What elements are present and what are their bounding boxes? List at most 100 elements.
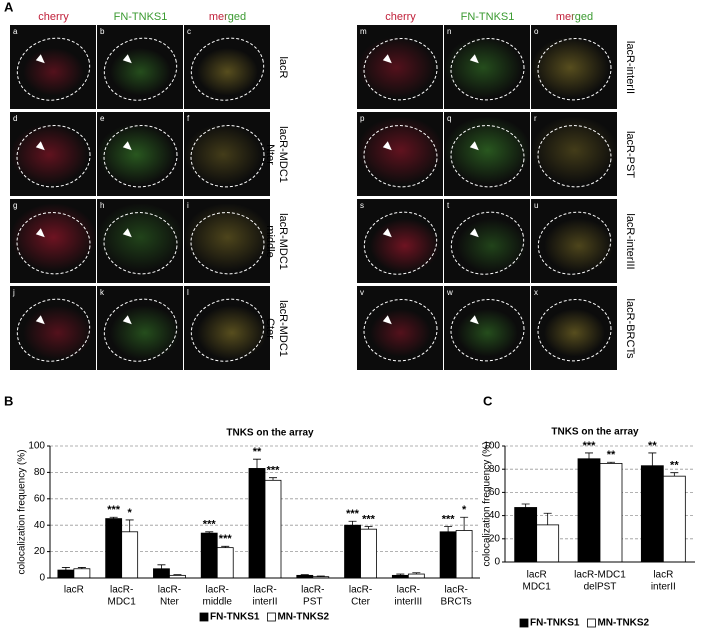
nucleus-signal (23, 47, 84, 96)
bar (121, 531, 139, 579)
legend-swatch (519, 618, 529, 628)
panel-letter: w (446, 288, 453, 297)
panel-letter: p (360, 114, 365, 123)
nucleus-outline (190, 298, 265, 362)
arrowhead (122, 54, 132, 64)
legend-label: FN-TNKS1 (530, 618, 580, 629)
arrowhead (469, 315, 479, 325)
nucleus-signal (10, 203, 97, 272)
arrowhead (469, 54, 479, 64)
nucleus-outline (103, 212, 178, 275)
nucleus-outline (16, 125, 91, 188)
nucleus-signal (184, 123, 263, 186)
row-label: lacR-interII (624, 41, 636, 94)
y-tick-label: 40 (34, 520, 46, 531)
nucleus-signal (197, 47, 258, 96)
chart-title: TNKS on the array (226, 428, 314, 439)
nucleus-signal (544, 308, 605, 357)
arrowhead (35, 315, 45, 325)
arrowhead (469, 228, 479, 238)
error-bar (173, 574, 182, 576)
error-bar (205, 531, 214, 534)
significance: *** (203, 519, 217, 531)
bar (407, 573, 425, 579)
arrowhead (35, 228, 45, 238)
arrowhead (122, 315, 132, 325)
nucleus-outline (537, 38, 612, 101)
bar (599, 462, 623, 563)
error-bar (348, 520, 357, 526)
significance: ** (670, 460, 679, 472)
nucleus-signal (444, 116, 531, 185)
bar (264, 479, 282, 579)
x-tick-label: interII (651, 582, 676, 593)
row-label: lacR-PST (624, 131, 636, 178)
nucleus-signal (97, 203, 184, 272)
nucleus-signal (544, 218, 614, 273)
nucleus-signal (444, 36, 523, 99)
error-bar (253, 458, 261, 469)
x-tick-label: delPST (584, 582, 617, 593)
significance: ** (607, 449, 616, 461)
y-tick-label: 0 (39, 573, 45, 584)
bar (105, 518, 123, 579)
bar (200, 532, 218, 579)
row-label: Nter (264, 144, 276, 165)
error-bar (543, 512, 552, 525)
bar (57, 569, 75, 579)
nucleus-outline (450, 299, 525, 362)
nucleus-signal (531, 36, 610, 99)
bar (360, 528, 377, 579)
panel-letter: d (13, 114, 17, 123)
bar (577, 458, 601, 563)
panel-letter: t (447, 201, 450, 210)
bar (640, 465, 664, 563)
x-tick-label: lacR- (206, 585, 229, 596)
panel-letter: m (360, 27, 367, 36)
nucleus-signal (23, 305, 93, 360)
nucleus-outline (190, 212, 265, 275)
panel-letter: b (100, 27, 105, 36)
nucleus-outline (16, 37, 91, 101)
column-header: cherry (38, 11, 69, 23)
significance: *** (346, 508, 360, 520)
bar (344, 524, 361, 579)
panel-label: A (4, 0, 14, 14)
x-tick-label: interIII (394, 597, 422, 608)
y-tick-label: 0 (494, 557, 500, 568)
x-tick-label: middle (202, 597, 232, 608)
panel-letter: a (13, 27, 18, 36)
column-header: merged (209, 11, 246, 23)
panel-letter: i (187, 201, 189, 210)
panel-letter: n (447, 27, 451, 36)
error-bar (269, 477, 277, 481)
legend-swatch (267, 612, 276, 622)
significance: * (128, 507, 133, 519)
row-label: lacR-interIII (624, 213, 636, 269)
error-bar (221, 545, 230, 548)
panel-letter: q (447, 114, 451, 123)
panel-letter: u (534, 201, 538, 210)
row-label: lacR-BRCTs (624, 299, 636, 359)
chart-title: TNKS on the array (551, 427, 639, 438)
arrowhead (382, 141, 392, 151)
x-tick-label: MDC1 (522, 582, 551, 593)
nucleus-signal (357, 36, 436, 99)
nucleus-outline (103, 125, 178, 188)
panel-letter: f (187, 114, 190, 123)
error-bar (61, 567, 70, 571)
y-tick-label: 100 (483, 441, 500, 452)
column-header: cherry (385, 11, 416, 23)
y-tick-label: 80 (34, 467, 46, 478)
bar (73, 568, 91, 579)
x-tick-label: lacR (653, 570, 673, 581)
significance: *** (442, 513, 456, 525)
nucleus-signal (184, 203, 271, 272)
row-label: lacR-MDC1 (277, 300, 289, 357)
nucleus-outline (537, 211, 612, 275)
x-tick-label: lacR- (444, 585, 467, 596)
panel-letter: j (12, 288, 15, 297)
x-tick-label: Nter (160, 597, 180, 608)
y-tick-label: 60 (489, 487, 501, 498)
nucleus-outline (363, 211, 438, 275)
